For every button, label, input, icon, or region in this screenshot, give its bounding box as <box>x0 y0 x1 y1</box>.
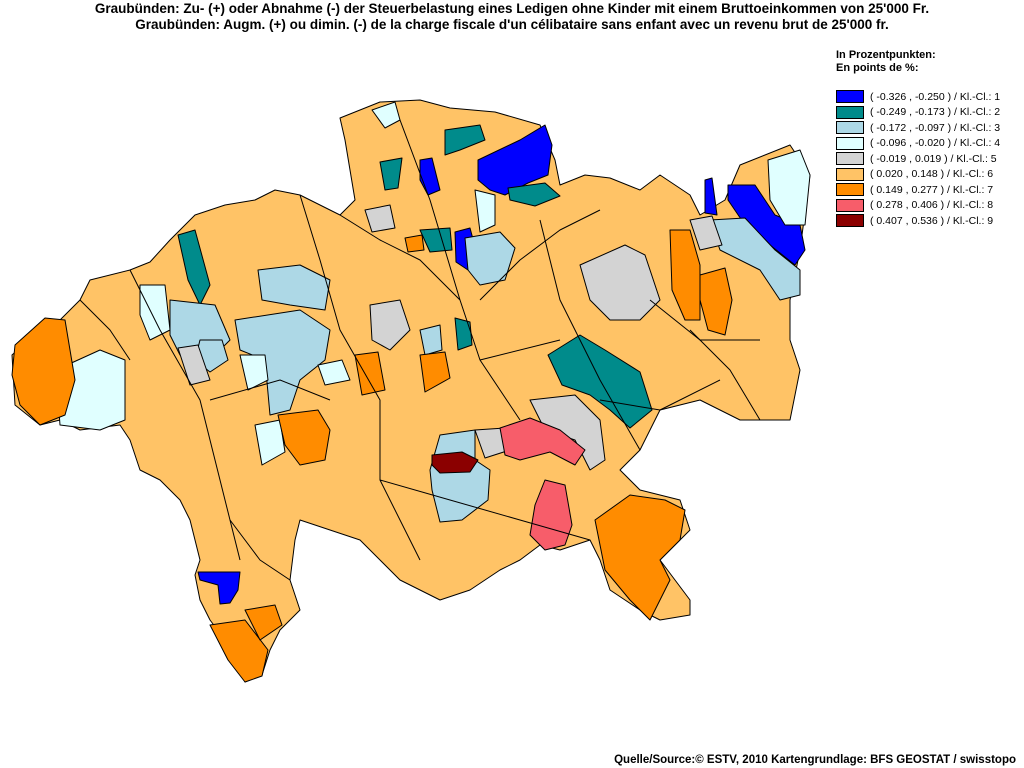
legend-items: ( -0.326 , -0.250 ) / Kl.-Cl.: 1 ( -0.249… <box>836 89 1024 229</box>
municipality-class-5 <box>369 299 411 351</box>
municipality-class-7 <box>244 604 283 641</box>
legend-label: ( -0.096 , -0.020 ) / Kl.-Cl.: 4 <box>870 137 1001 150</box>
municipality-class-5 <box>689 215 723 251</box>
map-legend: In Prozentpunkten: En points de %: ( -0.… <box>836 49 1024 229</box>
legend-label: ( 0.278 , 0.406 ) / Kl.-Cl.: 8 <box>870 199 994 212</box>
legend-item: ( 0.407 , 0.536 ) / Kl.-Cl.: 9 <box>836 213 1024 229</box>
municipality-class-4 <box>317 359 351 386</box>
title-line-french: Graubünden: Augm. (+) ou dimin. (-) de l… <box>135 17 889 32</box>
legend-item: ( -0.019 , 0.019 ) / Kl.-Cl.: 5 <box>836 151 1024 167</box>
legend-swatch <box>836 121 864 135</box>
legend-item: ( 0.278 , 0.406 ) / Kl.-Cl.: 8 <box>836 198 1024 214</box>
municipality-class-5 <box>177 344 211 386</box>
municipality-class-4 <box>239 354 269 391</box>
legend-swatch <box>836 90 864 104</box>
source-credit: Quelle/Source:© ESTV, 2010 Kartengrundla… <box>614 754 1016 766</box>
municipality-class-7 <box>419 351 451 393</box>
municipality-class-2 <box>444 124 486 156</box>
choropleth-map <box>0 90 840 690</box>
municipality-class-7 <box>277 409 331 466</box>
municipality-class-3 <box>419 324 443 356</box>
legend-item: ( 0.020 , 0.148 ) / Kl.-Cl.: 6 <box>836 167 1024 183</box>
canton-outline <box>11 99 811 683</box>
legend-item: ( 0.149 , 0.277 ) / Kl.-Cl.: 7 <box>836 182 1024 198</box>
legend-swatch <box>836 105 864 119</box>
legend-label: ( -0.249 , -0.173 ) / Kl.-Cl.: 2 <box>870 106 1001 119</box>
legend-swatch <box>836 167 864 181</box>
municipality-class-8 <box>499 417 586 466</box>
municipality-class-5 <box>364 204 396 233</box>
municipality-class-9 <box>431 451 479 474</box>
municipality-class-7 <box>669 229 701 321</box>
legend-label: ( 0.020 , 0.148 ) / Kl.-Cl.: 6 <box>870 168 994 181</box>
legend-label: ( 0.407 , 0.536 ) / Kl.-Cl.: 9 <box>870 214 994 227</box>
municipality-class-7 <box>11 317 76 426</box>
legend-heading-french: En points de %: <box>836 62 919 74</box>
municipality-class-7 <box>354 351 386 396</box>
legend-swatch <box>836 136 864 150</box>
municipality-class-7 <box>404 234 425 253</box>
title-line-german: Graubünden: Zu- (+) oder Abnahme (-) der… <box>94 1 930 16</box>
municipality-class-1 <box>704 177 718 216</box>
municipality-class-7 <box>209 619 269 683</box>
municipality-class-1 <box>727 184 806 266</box>
municipality-class-7 <box>699 267 733 336</box>
municipality-class-7 <box>594 494 686 621</box>
municipal-borders <box>79 119 761 581</box>
legend-label: ( -0.172 , -0.097 ) / Kl.-Cl.: 3 <box>870 121 1001 134</box>
municipality-class-5 <box>579 244 661 321</box>
legend-heading-german: In Prozentpunkten: <box>836 49 936 61</box>
legend-heading: In Prozentpunkten: En points de %: <box>836 49 1024 75</box>
municipality-class-3 <box>464 231 516 286</box>
municipality-class-8 <box>529 479 573 551</box>
legend-item: ( -0.326 , -0.250 ) / Kl.-Cl.: 1 <box>836 89 1024 105</box>
municipality-class-3 <box>257 264 331 311</box>
municipality-class-1 <box>477 124 553 196</box>
municipality-class-4 <box>767 149 811 226</box>
legend-swatch <box>836 183 864 197</box>
legend-swatch <box>836 214 864 228</box>
legend-swatch <box>836 152 864 166</box>
municipality-class-2 <box>454 317 473 351</box>
municipality-class-4 <box>474 189 496 233</box>
legend-label: ( -0.326 , -0.250 ) / Kl.-Cl.: 1 <box>870 90 1001 103</box>
map-title: Graubünden: Zu- (+) oder Abnahme (-) der… <box>0 1 1024 33</box>
legend-swatch <box>836 198 864 212</box>
municipality-class-4 <box>254 419 286 466</box>
municipality-class-3 <box>709 217 801 301</box>
legend-label: ( 0.149 , 0.277 ) / Kl.-Cl.: 7 <box>870 183 994 196</box>
municipality-class-2 <box>507 182 561 207</box>
municipality-class-2 <box>177 229 211 306</box>
canton-map-svg <box>11 99 811 683</box>
municipality-class-4 <box>139 284 171 341</box>
legend-item: ( -0.096 , -0.020 ) / Kl.-Cl.: 4 <box>836 136 1024 152</box>
legend-item: ( -0.249 , -0.173 ) / Kl.-Cl.: 2 <box>836 105 1024 121</box>
legend-label: ( -0.019 , 0.019 ) / Kl.-Cl.: 5 <box>870 152 997 165</box>
municipality-class-1 <box>197 571 241 605</box>
legend-item: ( -0.172 , -0.097 ) / Kl.-Cl.: 3 <box>836 120 1024 136</box>
municipality-class-2 <box>379 157 403 191</box>
